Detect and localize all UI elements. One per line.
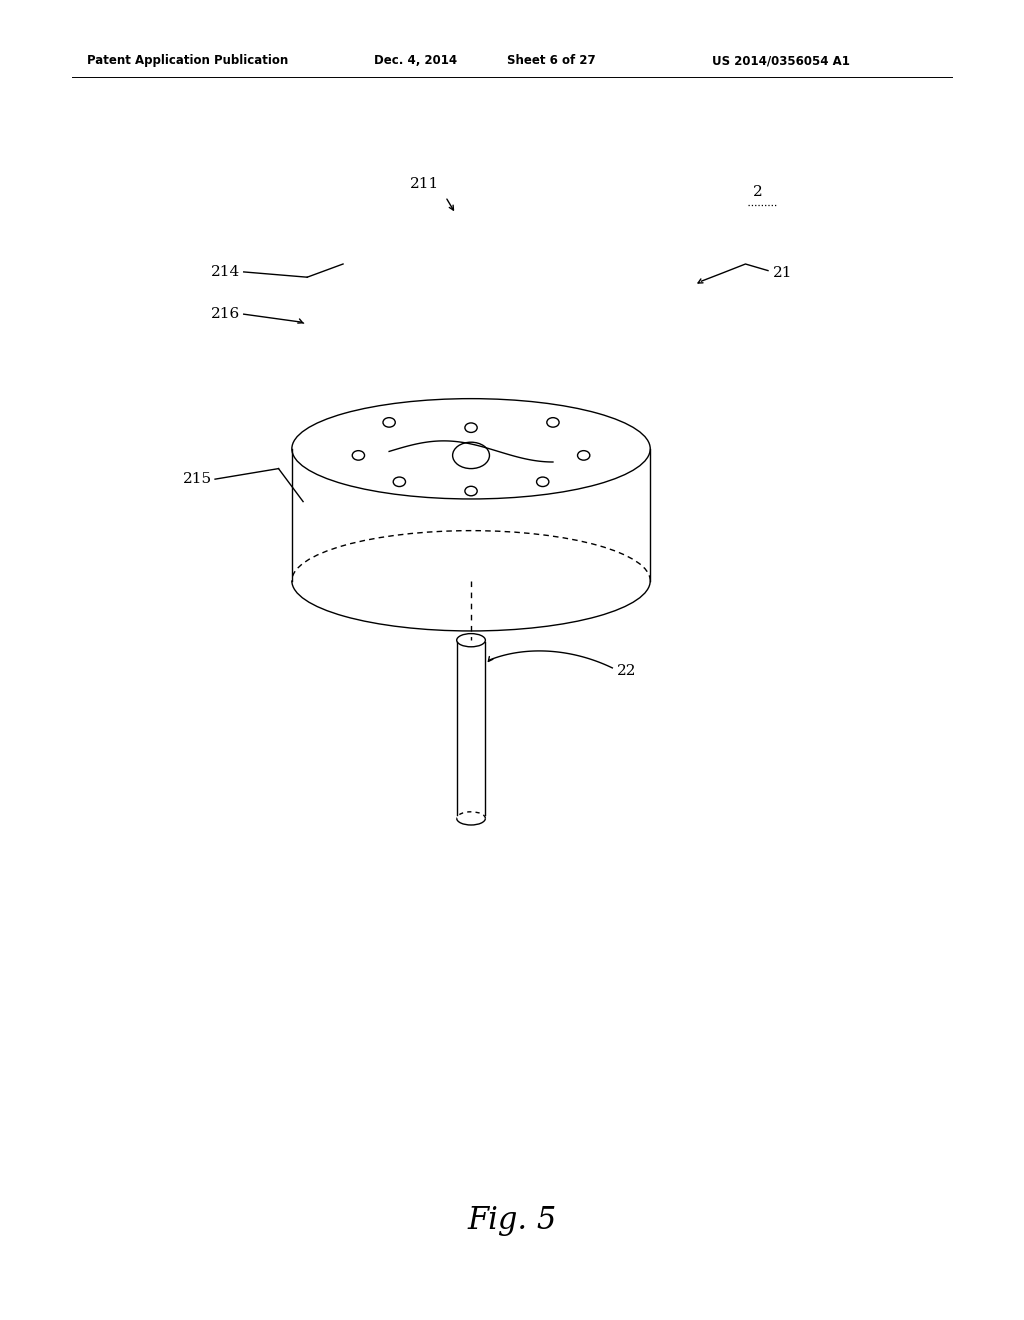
Text: 215: 215 [183,473,212,486]
Text: 22: 22 [616,664,636,677]
Text: 214: 214 [211,265,241,279]
Text: 2: 2 [753,185,763,199]
Text: 216: 216 [211,308,241,321]
Text: 211: 211 [411,177,439,191]
Text: Sheet 6 of 27: Sheet 6 of 27 [507,54,596,67]
Text: 21: 21 [773,267,793,280]
Text: Dec. 4, 2014: Dec. 4, 2014 [374,54,457,67]
Text: Patent Application Publication: Patent Application Publication [87,54,289,67]
Text: Fig. 5: Fig. 5 [467,1205,557,1237]
Text: US 2014/0356054 A1: US 2014/0356054 A1 [712,54,850,67]
